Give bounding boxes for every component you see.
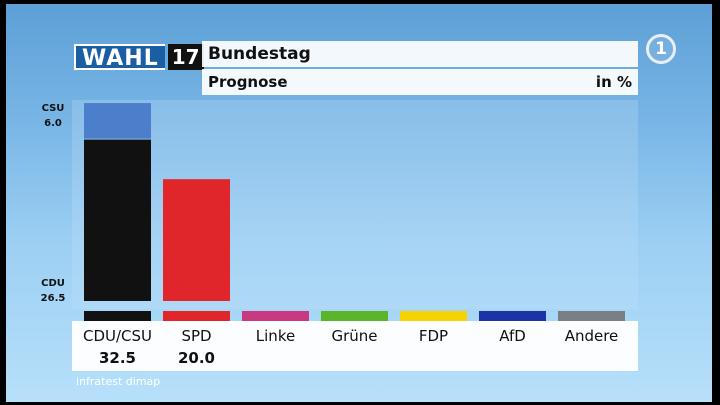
bar-cdu-csu-cdu: [84, 139, 151, 301]
bar-cdu-csu-csu: [84, 103, 151, 139]
party-label-panel: [72, 321, 638, 371]
party-key-afd: [479, 311, 546, 321]
segment-party-label-cdu: CDU: [41, 278, 65, 289]
ard-logo-text: 1: [655, 39, 667, 59]
party-key-andere: [558, 311, 625, 321]
party-key-linke: [242, 311, 309, 321]
wahl-logo-word: WAHL: [74, 44, 165, 71]
category-label-afd: AfD: [499, 327, 526, 345]
total-value-cdu-csu: 32.5: [99, 349, 136, 367]
party-key-spd: [163, 311, 230, 321]
party-key-gr-ne: [321, 311, 388, 321]
party-key-cdu-csu: [84, 311, 151, 321]
ard-logo-icon: 1: [646, 34, 676, 64]
segment-value-label-cdu: 26.5: [41, 293, 66, 304]
segment-value-label-csu: 6.0: [44, 118, 62, 129]
chart-subtitle-row: Prognose in %: [202, 69, 638, 95]
tv-screen: WAHL 17 Bundestag Prognose in % 1 CDU/CS…: [6, 4, 712, 402]
total-value-spd: 20.0: [178, 349, 215, 367]
category-label-gr-ne: Grüne: [331, 327, 377, 345]
bar-spd-cdu: [163, 179, 230, 301]
chart-unit: in %: [595, 73, 632, 91]
wahl-logo-year: 17: [167, 44, 204, 70]
wahl-logo: WAHL 17: [74, 44, 204, 71]
category-label-andere: Andere: [565, 327, 619, 345]
category-label-linke: Linke: [256, 327, 295, 345]
source-credit: infratest dimap: [76, 375, 161, 388]
chart-subtitle: Prognose: [208, 73, 288, 91]
segment-party-label-csu: CSU: [42, 103, 65, 114]
category-label-cdu-csu: CDU/CSU: [83, 327, 152, 345]
category-label-spd: SPD: [181, 327, 211, 345]
bar-chart: CDU/CSU 32.5 SPD 20.0 Linke Grüne FDP AfD Andere…: [41, 103, 625, 367]
category-label-fdp: FDP: [419, 327, 448, 345]
party-key-fdp: [400, 311, 467, 321]
chart-title-text: Bundestag: [208, 44, 311, 64]
chart-header: Bundestag Prognose in %: [202, 41, 638, 95]
chart-title: Bundestag: [202, 41, 638, 67]
